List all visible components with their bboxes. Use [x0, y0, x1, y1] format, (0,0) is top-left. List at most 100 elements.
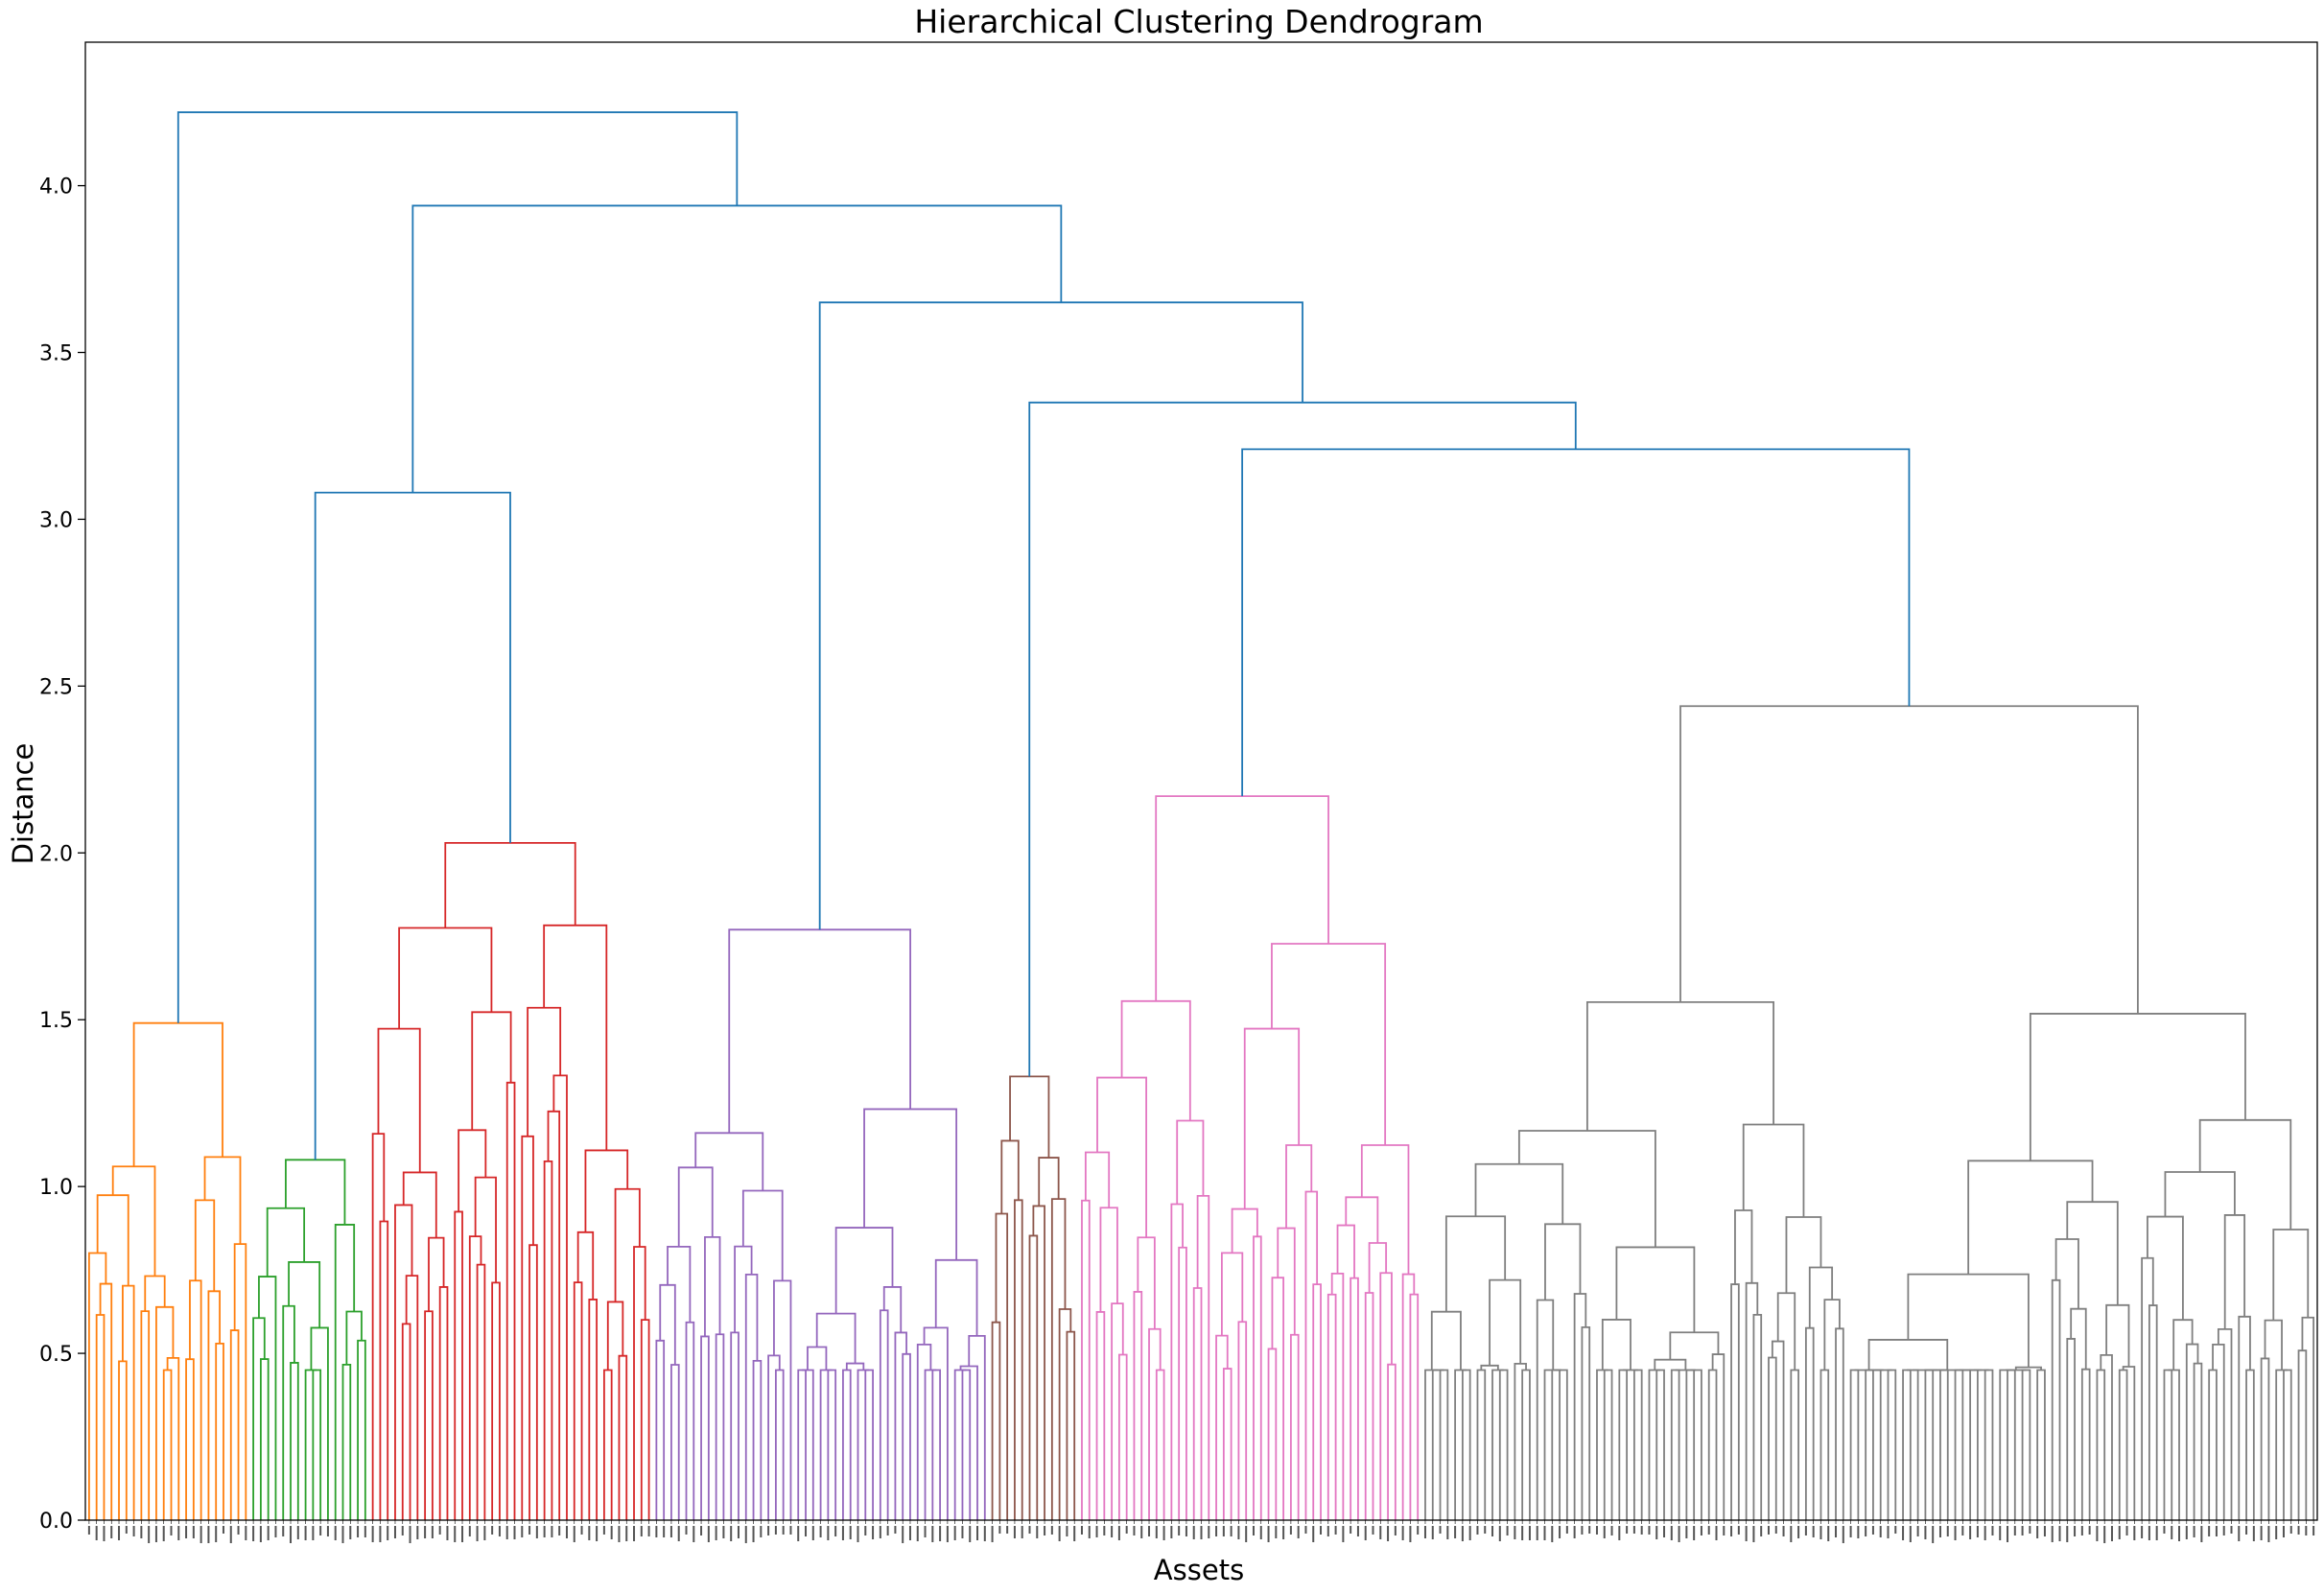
dendrogram-link	[807, 1346, 828, 1371]
x-tick-label-placeholder	[140, 1526, 143, 1538]
x-tick-label-placeholder	[207, 1526, 210, 1543]
x-tick-label-placeholder	[969, 1526, 972, 1542]
dendrogram-link	[1095, 1311, 1106, 1520]
dendrogram-link	[341, 1364, 352, 1520]
x-tick-label-placeholder	[1595, 1526, 1598, 1535]
x-tick-label-placeholder	[1894, 1526, 1897, 1534]
x-tick-label-placeholder	[1028, 1526, 1031, 1534]
x-tick-label-placeholder	[1036, 1526, 1039, 1538]
dendrogram-link	[1058, 1308, 1072, 1520]
dendrogram-link	[576, 1231, 595, 1300]
x-tick-label-placeholder	[774, 1526, 777, 1535]
x-tick-label-placeholder	[1140, 1526, 1143, 1538]
x-tick-label-placeholder	[379, 1526, 382, 1542]
x-tick-label-placeholder	[304, 1526, 307, 1540]
x-tick-label-placeholder	[991, 1526, 994, 1542]
dendrogram-link	[285, 1159, 346, 1225]
x-tick-label-placeholder	[1222, 1526, 1225, 1536]
leaf-labels	[87, 1520, 2315, 1543]
x-tick-label-placeholder	[1573, 1526, 1576, 1538]
dendrogram-link	[162, 1369, 173, 1520]
dendrogram-link	[527, 1006, 562, 1137]
x-tick-label-placeholder	[655, 1526, 658, 1537]
dendrogram-link	[2147, 1215, 2184, 1321]
dendrogram-link	[1984, 1369, 1994, 1520]
x-tick-label-placeholder	[1618, 1526, 1621, 1540]
x-tick-label-placeholder	[946, 1526, 949, 1542]
dendrogram-link	[961, 1369, 972, 1520]
dendrogram-link	[1461, 1369, 1471, 1520]
x-tick-label-placeholder	[1685, 1526, 1688, 1538]
dendrogram-link	[1670, 1369, 1680, 1520]
dendrogram-link	[818, 301, 1303, 930]
dendrogram-link	[1312, 1283, 1322, 1520]
x-tick-label-placeholder	[229, 1526, 232, 1543]
x-tick-label-placeholder	[715, 1526, 717, 1540]
x-tick-label-placeholder	[953, 1526, 956, 1540]
dendrogram-link	[1368, 1242, 1388, 1293]
x-tick-label-placeholder	[1565, 1526, 1568, 1534]
x-tick-label-placeholder	[2193, 1526, 2195, 1537]
x-tick-label-placeholder	[185, 1526, 188, 1538]
dendrogram-link	[1849, 1369, 1860, 1520]
dendrogram-link	[1379, 1272, 1393, 1520]
x-tick-label-placeholder	[1394, 1526, 1397, 1535]
x-tick-label-placeholder	[1871, 1526, 1874, 1535]
dendrogram-link	[1409, 1293, 1420, 1520]
dendrogram-link	[700, 1335, 710, 1520]
x-tick-label-placeholder	[118, 1526, 121, 1540]
dendrogram-link	[1835, 1327, 1844, 1520]
x-tick-label-placeholder	[618, 1526, 621, 1542]
x-tick-label-placeholder	[424, 1526, 427, 1538]
dendrogram-link	[606, 1301, 624, 1371]
x-tick-label-placeholder	[752, 1526, 755, 1542]
x-tick-label-placeholder	[454, 1526, 457, 1542]
x-tick-label-placeholder	[1058, 1526, 1061, 1541]
dendrogram-link	[357, 1339, 366, 1520]
dendrogram-link	[312, 1369, 322, 1520]
x-tick-label-placeholder	[685, 1526, 688, 1535]
x-tick-label-placeholder	[1902, 1526, 1905, 1540]
x-tick-label-placeholder	[1961, 1526, 1964, 1535]
x-tick-label-placeholder	[2088, 1526, 2091, 1535]
x-tick-label-placeholder	[2080, 1526, 2083, 1535]
dendrogram-link	[1028, 1234, 1039, 1520]
dendrogram-link	[1032, 1205, 1045, 1520]
x-tick-label-placeholder	[640, 1526, 643, 1536]
dendrogram-link	[1669, 1331, 1720, 1360]
x-tick-label-placeholder	[1073, 1526, 1076, 1541]
dendrogram-link	[1120, 999, 1191, 1121]
x-tick-label-placeholder	[1282, 1526, 1285, 1539]
x-tick-label-placeholder	[1932, 1526, 1935, 1543]
x-tick-label-placeholder	[2103, 1526, 2106, 1543]
x-tick-label-placeholder	[1103, 1526, 1106, 1535]
x-tick-label-placeholder	[1827, 1526, 1830, 1541]
x-tick-label-placeholder	[573, 1526, 575, 1542]
dendrogram-link	[715, 1333, 725, 1520]
dendrogram-link	[802, 1369, 814, 1520]
dendrogram-link	[1271, 1277, 1285, 1520]
x-tick-label-placeholder	[2029, 1526, 2031, 1534]
dendrogram-link	[845, 1362, 865, 1371]
dendrogram-link	[1906, 1369, 1919, 1520]
dendrogram-link	[144, 1275, 166, 1312]
x-tick-label-placeholder	[1887, 1526, 1890, 1538]
x-tick-label-placeholder	[1312, 1526, 1315, 1542]
dendrogram-link	[602, 1369, 613, 1520]
x-tick-label-placeholder	[551, 1526, 553, 1537]
x-tick-label-placeholder	[1431, 1526, 1434, 1539]
x-tick-label-placeholder	[902, 1526, 904, 1543]
x-tick-label-placeholder	[245, 1526, 247, 1540]
dendrogram-link	[1081, 1199, 1091, 1520]
dendrogram-link	[588, 1299, 599, 1520]
dendrogram-link	[924, 1369, 937, 1520]
x-tick-label-placeholder	[1208, 1526, 1210, 1538]
x-tick-label-placeholder	[663, 1526, 666, 1537]
x-tick-label-placeholder	[1559, 1526, 1561, 1538]
x-tick-label-placeholder	[1484, 1526, 1487, 1534]
x-tick-label-placeholder	[2133, 1526, 2136, 1540]
x-tick-label-placeholder	[744, 1526, 747, 1543]
dendrogram-link	[454, 1210, 463, 1520]
dendrogram-link	[1969, 1369, 1979, 1520]
x-tick-label-placeholder	[170, 1526, 173, 1535]
